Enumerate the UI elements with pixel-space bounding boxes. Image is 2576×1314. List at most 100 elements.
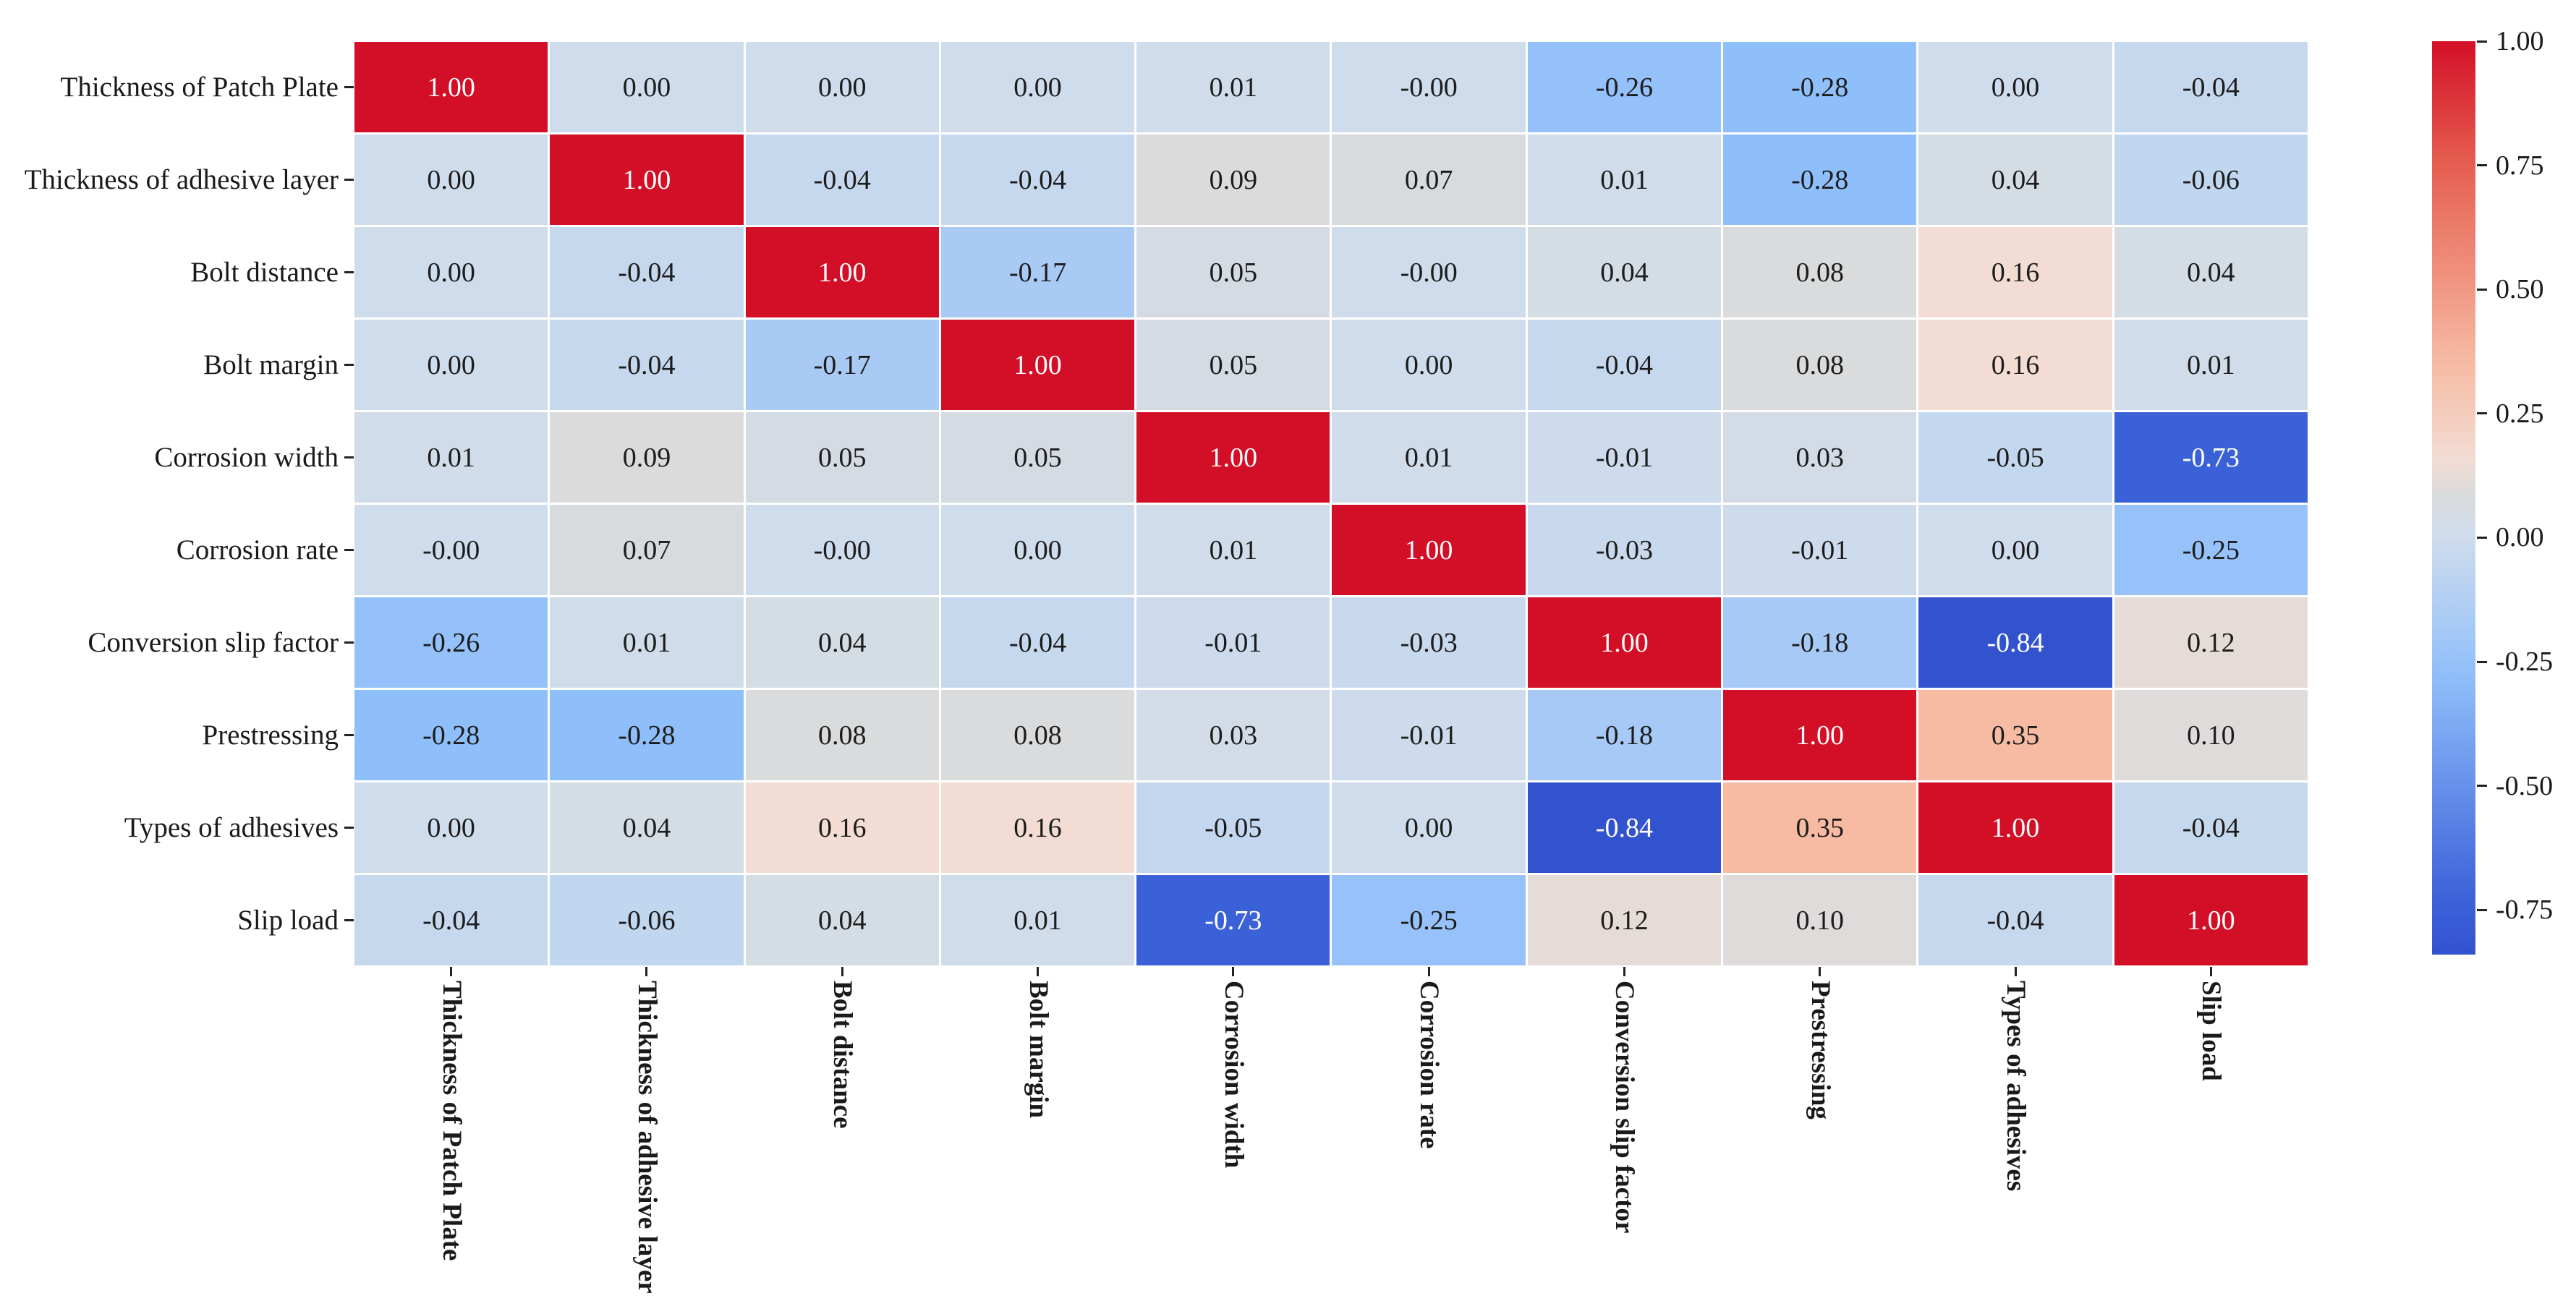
cell-value: -0.00 — [1400, 72, 1458, 103]
heatmap-cell: -0.26 — [354, 597, 548, 688]
cell-value: 1.00 — [1600, 627, 1649, 658]
cell-value: 0.08 — [817, 720, 867, 751]
heatmap-cell: 0.00 — [354, 135, 548, 225]
cell-value: 0.00 — [427, 349, 475, 380]
cell-value: 0.08 — [1013, 720, 1062, 751]
cell-value: 0.05 — [1209, 257, 1258, 288]
heatmap-cell: 0.16 — [940, 782, 1135, 873]
cell-value: 0.00 — [1404, 349, 1453, 380]
heatmap-cell: 0.01 — [1136, 505, 1330, 595]
heatmap-cell: 0.01 — [354, 412, 548, 503]
cell-value: -0.00 — [813, 534, 871, 566]
cell-value: 0.05 — [1013, 442, 1062, 473]
heatmap-cell: 0.00 — [1332, 782, 1526, 873]
heatmap-cell: -0.25 — [1332, 875, 1526, 965]
x-tick — [2014, 967, 2017, 976]
cell-value: -0.04 — [618, 257, 676, 288]
cell-value: 0.05 — [817, 442, 867, 473]
cell-value: -0.04 — [1008, 164, 1067, 195]
heatmap-cell: 0.09 — [550, 412, 744, 503]
heatmap-cell: 1.00 — [1332, 505, 1526, 595]
y-tick — [344, 179, 354, 181]
cell-value: 0.03 — [1209, 720, 1258, 751]
cell-value: 1.00 — [817, 257, 867, 288]
cell-value: 0.01 — [622, 627, 671, 658]
x-tick — [450, 967, 453, 976]
cell-value: 0.00 — [427, 257, 475, 288]
cell-value: -0.00 — [422, 534, 480, 566]
heatmap-cell: -0.00 — [745, 505, 939, 595]
heatmap-cell: -0.00 — [354, 505, 548, 595]
heatmap-cell: 0.00 — [940, 42, 1135, 132]
colorbar-tick-label: 1.00 — [2496, 26, 2544, 56]
heatmap-cell: 0.00 — [354, 227, 548, 317]
heatmap-cell: 0.00 — [940, 505, 1135, 595]
heatmap-cell: 0.04 — [2114, 227, 2308, 317]
cell-value: -0.01 — [1791, 534, 1849, 566]
heatmap-cell: -0.84 — [1527, 782, 1722, 873]
x-axis-label: Slip load — [2196, 981, 2227, 1081]
cell-value: -0.04 — [1986, 905, 2044, 936]
heatmap-cell: -0.28 — [550, 690, 744, 780]
cell-value: 0.00 — [1013, 534, 1062, 566]
cell-value: 0.01 — [1013, 905, 1062, 936]
x-tick — [1623, 967, 1625, 976]
heatmap-cell: -0.06 — [2114, 135, 2308, 225]
heatmap-cell: -0.17 — [940, 227, 1135, 317]
heatmap-cell: 0.01 — [2114, 320, 2308, 410]
cell-value: 0.01 — [427, 442, 475, 473]
heatmap-cell: -0.04 — [940, 597, 1135, 688]
heatmap-cell: 0.05 — [940, 412, 1135, 503]
heatmap-cell: 1.00 — [1527, 597, 1722, 688]
cell-value: 1.00 — [1209, 442, 1258, 473]
x-axis-label: Types of adhesives — [2001, 981, 2031, 1192]
colorbar-tick-label: -0.25 — [2496, 647, 2554, 678]
heatmap-cell: -0.05 — [1918, 412, 2112, 503]
cell-value: 0.08 — [1795, 349, 1844, 380]
y-tick — [344, 456, 354, 458]
cell-value: 0.04 — [817, 627, 867, 658]
heatmap-cell: 0.07 — [550, 505, 744, 595]
y-axis-label: Bolt margin — [203, 349, 339, 380]
cell-value: -0.06 — [618, 905, 676, 936]
cell-value: 0.04 — [2187, 257, 2235, 288]
heatmap-cell: 0.08 — [1723, 320, 1917, 410]
colorbar-tick — [2477, 660, 2487, 663]
colorbar-tick — [2477, 785, 2487, 788]
cell-value: 0.05 — [1209, 349, 1258, 380]
heatmap-cell: -0.03 — [1527, 505, 1722, 595]
cell-value: -0.04 — [2182, 812, 2240, 843]
cell-value: -0.06 — [2182, 164, 2240, 195]
cell-value: 0.00 — [427, 164, 475, 195]
cell-value: -0.84 — [1986, 627, 2044, 658]
cell-value: 0.08 — [1795, 257, 1844, 288]
heatmap-cell: 0.16 — [1918, 320, 2112, 410]
heatmap-cell: 1.00 — [550, 135, 744, 225]
cell-value: 0.04 — [622, 812, 671, 843]
cell-value: 0.07 — [1404, 164, 1453, 195]
cell-value: -0.01 — [1204, 627, 1262, 658]
colorbar-tick — [2477, 412, 2487, 415]
heatmap-cell: -0.04 — [940, 135, 1135, 225]
cell-value: 0.01 — [1404, 442, 1453, 473]
cell-value: 1.00 — [427, 72, 475, 103]
cell-value: 0.16 — [1991, 349, 2040, 380]
y-tick — [344, 271, 354, 273]
cell-value: 0.01 — [1209, 534, 1258, 566]
cell-value: -0.04 — [2182, 72, 2240, 103]
heatmap-cell: -0.25 — [2114, 505, 2308, 595]
cell-value: 1.00 — [1013, 349, 1062, 380]
colorbar-tick — [2477, 288, 2487, 291]
heatmap-cell: -0.26 — [1527, 42, 1722, 132]
cell-value: 0.12 — [2187, 627, 2235, 658]
x-axis-label: Corrosion rate — [1414, 981, 1445, 1149]
cell-value: -0.01 — [1400, 720, 1458, 751]
cell-value: 0.35 — [1795, 812, 1844, 843]
heatmap-cell: -0.04 — [1918, 875, 2112, 965]
cell-value: 1.00 — [1795, 720, 1844, 751]
x-axis-label: Thickness of adhesive layer — [632, 981, 662, 1294]
cell-value: -0.73 — [2182, 442, 2240, 473]
colorbar-tick-label: 0.00 — [2496, 522, 2544, 553]
heatmap-cell: 0.04 — [745, 597, 939, 688]
cell-value: -0.28 — [618, 720, 676, 751]
